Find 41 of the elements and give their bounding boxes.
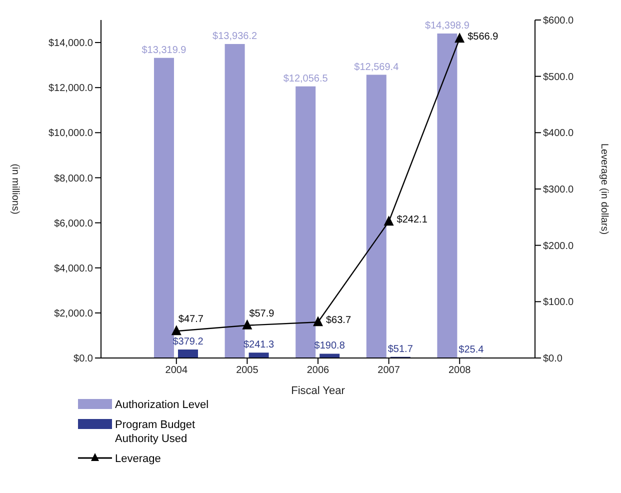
data-label: $242.1 [396,214,428,226]
legend-label: Authorization Level [115,398,209,412]
y2-tick-label: $0.0 [543,354,563,365]
data-label: $63.7 [326,315,352,326]
y-tick-label: $2,000.0 [54,308,94,320]
y2-tick-label: $500.0 [543,72,574,83]
x-tick-label: 2008 [448,365,472,376]
data-label: $190.8 [314,340,346,352]
data-label: $379.2 [172,336,204,348]
data-label: $241.3 [244,340,275,351]
y2-tick-label: $300.0 [543,184,574,196]
data-label: $13,936.2 [212,30,258,42]
data-label: $566.9 [468,32,499,43]
y2-tick-label: $400.0 [543,128,574,140]
x-tick-label: 2006 [306,365,330,376]
data-label: $57.9 [249,308,275,320]
y2-tick-label: $100.0 [543,297,574,308]
data-label: $12,569.4 [354,62,400,73]
x-tick-label: 2004 [165,365,188,376]
data-label: $47.7 [178,314,204,326]
y-tick-label: $0.0 [74,354,94,365]
data-label: $13,319.9 [142,44,187,56]
legend-label: Leverage [115,452,161,466]
y2-axis-title: Leverage (in dollars) [598,143,610,235]
data-label: $14,398.9 [424,20,470,32]
y-tick-label: $14,000.0 [48,38,94,50]
x-tick-label: 2005 [236,365,259,376]
x-tick-label: 2007 [378,365,400,376]
y2-tick-label: $600.0 [543,16,574,27]
x-axis-title: Fiscal Year [291,385,346,397]
data-label: $25.4 [458,344,484,356]
data-label: $12,056.5 [283,73,328,84]
legend-label: Program Budget Authority Used [115,418,196,446]
y-tick-label: $6,000.0 [54,218,94,230]
y-tick-label: $8,000.0 [54,173,94,184]
y-axis-title: (in millions) [9,164,20,214]
y-tick-label: $12,000.0 [48,83,94,94]
y2-tick-label: $200.0 [543,240,574,252]
y-tick-label: $10,000.0 [48,128,94,140]
y-tick-label: $4,000.0 [54,263,94,274]
data-label: $51.7 [388,344,414,355]
